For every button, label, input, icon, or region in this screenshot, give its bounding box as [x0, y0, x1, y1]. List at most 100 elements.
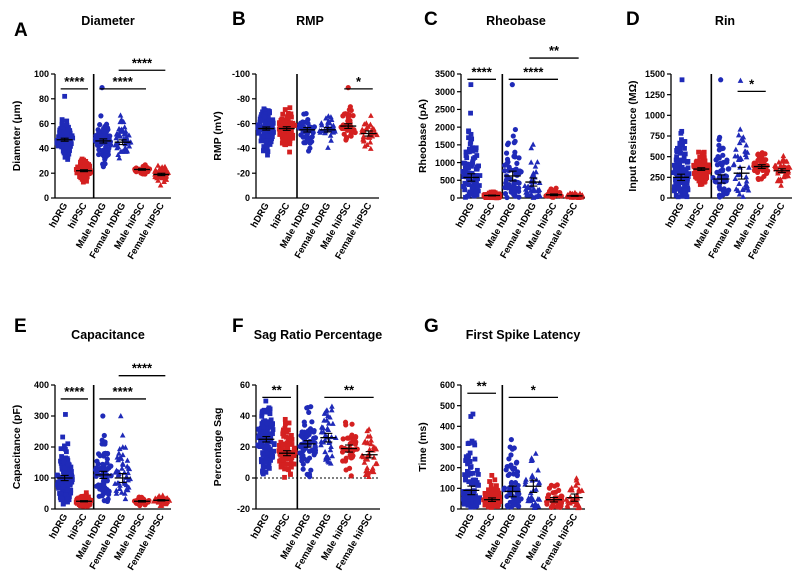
data-point	[714, 169, 720, 175]
data-point	[368, 437, 374, 443]
data-point	[65, 127, 71, 132]
data-point	[360, 133, 367, 139]
data-point	[701, 150, 706, 156]
data-point	[158, 502, 165, 508]
data-point	[512, 178, 518, 185]
y-tick-label: 300	[440, 442, 455, 452]
series-female-hipsc	[152, 162, 172, 188]
data-point	[311, 435, 317, 441]
data-point	[309, 138, 315, 145]
data-point	[508, 462, 514, 468]
data-point	[95, 461, 101, 467]
y-tick-label: 60	[39, 119, 49, 129]
data-point	[299, 120, 305, 126]
data-point	[258, 114, 264, 120]
series-female-hdrg	[522, 141, 543, 200]
data-point	[286, 467, 291, 473]
data-point	[495, 495, 500, 501]
y-tick-label: -20	[237, 504, 250, 514]
data-point	[288, 124, 294, 130]
data-point	[259, 458, 264, 464]
data-point	[514, 160, 520, 166]
data-point	[701, 179, 707, 185]
significance-label: **	[272, 382, 283, 397]
data-point	[512, 149, 518, 155]
data-point	[673, 163, 679, 169]
data-point	[325, 412, 331, 419]
data-point	[324, 453, 330, 459]
data-point	[461, 490, 466, 496]
data-point	[65, 461, 71, 467]
data-point	[278, 457, 284, 463]
data-point	[674, 154, 679, 160]
data-point	[283, 421, 288, 427]
data-point	[261, 424, 266, 430]
data-point	[475, 472, 481, 477]
data-point	[67, 130, 73, 136]
series-female-hdrg	[318, 403, 339, 466]
data-point	[284, 443, 290, 449]
data-point	[682, 187, 688, 192]
data-point	[558, 503, 564, 509]
data-point	[61, 129, 67, 135]
series-hdrg	[460, 82, 483, 200]
data-point	[65, 496, 70, 501]
panel-d: D Rin 0 250 500 750 1000 1250 1500 Input Resistan…	[626, 9, 793, 261]
data-point	[59, 117, 65, 123]
data-point	[339, 125, 345, 132]
data-point	[64, 131, 70, 137]
data-point	[676, 178, 681, 184]
data-point	[671, 170, 677, 176]
data-point	[277, 120, 282, 126]
data-point	[536, 496, 543, 502]
data-point	[528, 145, 535, 151]
data-point	[59, 142, 65, 148]
series-male-hdrg	[92, 85, 114, 170]
data-point	[328, 407, 335, 413]
data-point	[780, 156, 786, 162]
data-point	[716, 155, 722, 161]
data-point	[343, 467, 349, 473]
data-point	[58, 491, 64, 497]
data-point	[527, 187, 534, 193]
y-tick-label: 0	[245, 193, 250, 203]
data-point	[742, 185, 749, 191]
y-tick-label: -100	[232, 69, 250, 79]
y-tick-label: 0	[245, 473, 250, 483]
data-point	[465, 468, 470, 474]
data-point	[280, 431, 286, 437]
data-point	[96, 151, 102, 158]
data-point	[679, 137, 684, 143]
data-point	[367, 145, 374, 151]
data-point	[535, 467, 541, 473]
y-tick-label: 0	[660, 193, 665, 203]
data-point	[463, 454, 469, 460]
data-point	[467, 450, 473, 456]
data-point	[527, 497, 534, 504]
data-point	[265, 114, 271, 120]
data-point	[255, 122, 261, 128]
y-tick-label: 1000	[435, 158, 455, 168]
series-hdrg	[460, 411, 482, 510]
data-point	[75, 500, 81, 506]
data-point	[328, 116, 335, 123]
data-point	[469, 185, 475, 190]
data-point	[460, 169, 466, 174]
data-point	[554, 482, 560, 488]
data-point	[464, 163, 470, 169]
data-point	[341, 131, 347, 137]
data-point	[473, 179, 479, 185]
data-point	[368, 441, 374, 447]
data-point	[678, 130, 684, 136]
data-point	[58, 446, 64, 452]
data-point	[679, 77, 685, 83]
data-point	[101, 128, 107, 135]
data-point	[304, 405, 310, 411]
data-point	[264, 144, 270, 149]
data-point	[511, 445, 517, 451]
data-point	[462, 187, 468, 193]
data-point	[58, 458, 63, 464]
data-point	[282, 416, 288, 422]
data-point	[305, 117, 311, 123]
data-point	[698, 176, 704, 182]
